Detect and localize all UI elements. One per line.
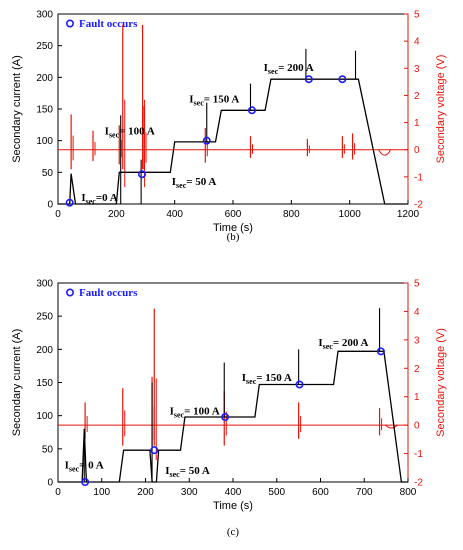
y2-tick-label: -2 bbox=[414, 200, 423, 211]
x-tick-label: 600 bbox=[312, 487, 329, 498]
step-annotation: Isec= 150 A bbox=[189, 94, 239, 108]
y2-tick-label: -2 bbox=[414, 478, 423, 489]
y-tick-label: 150 bbox=[36, 105, 53, 116]
x-axis-title: Time (s) bbox=[213, 500, 253, 512]
x-tick-label: 700 bbox=[356, 487, 373, 498]
legend-label: Fault occurs bbox=[79, 18, 138, 30]
y-tick-label: 0 bbox=[47, 200, 53, 211]
y-tick-label: 50 bbox=[42, 168, 54, 179]
y-tick-label: 250 bbox=[36, 312, 53, 323]
y-tick-label: 50 bbox=[42, 444, 54, 455]
y-tick-label: 100 bbox=[36, 136, 53, 147]
x-axis-title: Time (s) bbox=[213, 222, 253, 234]
y2-tick-label: 0 bbox=[414, 421, 420, 432]
y2-tick-label: 5 bbox=[414, 10, 420, 21]
y2-tick-label: -1 bbox=[414, 449, 423, 460]
y-tick-label: 0 bbox=[47, 478, 53, 489]
y-tick-label: 250 bbox=[36, 41, 53, 52]
voltage-dip bbox=[378, 149, 392, 156]
x-tick-label: 200 bbox=[137, 487, 154, 498]
fault-marker bbox=[65, 198, 74, 207]
figure-caption: (c) bbox=[227, 526, 240, 538]
voltage-dip bbox=[385, 424, 398, 429]
fault-marker bbox=[295, 380, 304, 389]
fault-marker bbox=[221, 412, 230, 421]
y2-tick-label: 3 bbox=[414, 64, 420, 75]
legend-label: Fault occurs bbox=[79, 287, 138, 299]
plot-frame bbox=[57, 282, 409, 483]
y-tick-label: 200 bbox=[36, 73, 53, 84]
y-tick-label: 200 bbox=[36, 345, 53, 356]
x-tick-label: 500 bbox=[268, 487, 285, 498]
y2-tick-label: 1 bbox=[414, 392, 420, 403]
fault-marker bbox=[247, 106, 256, 115]
legend-marker bbox=[66, 288, 75, 297]
y2-tick-label: 2 bbox=[414, 91, 420, 102]
fault-marker bbox=[338, 75, 347, 84]
y2-tick-label: 0 bbox=[414, 145, 420, 156]
chart-b: 0 200 400 600 800 1000 1200050100150200250300-… bbox=[11, 10, 447, 244]
step-annotation: Isec= 50 A bbox=[165, 465, 210, 479]
step-annotation: Isec= 100 A bbox=[105, 125, 155, 139]
y2-tick-label: -1 bbox=[414, 172, 423, 183]
y2-axis-title: Secondary voltage (V) bbox=[435, 55, 447, 164]
step-annotation: Isec= 150 A bbox=[242, 372, 292, 386]
x-tick-label: 600 bbox=[225, 209, 242, 220]
current-series-line bbox=[58, 78, 408, 205]
fault-marker bbox=[81, 477, 90, 486]
y2-axis-title: Secondary voltage (V) bbox=[435, 328, 447, 437]
fault-marker bbox=[150, 446, 159, 455]
y2-tick-label: 2 bbox=[414, 364, 420, 375]
x-tick-label: 100 bbox=[93, 487, 110, 498]
x-tick-label: 400 bbox=[225, 487, 242, 498]
x-tick-label: 400 bbox=[166, 209, 183, 220]
x-tick-label: 0 bbox=[55, 209, 61, 220]
y-axis-title: Secondary current (A) bbox=[11, 55, 23, 163]
step-annotation: Isec= 50 A bbox=[172, 176, 217, 190]
y2-tick-label: 4 bbox=[414, 307, 420, 318]
y-axis-title: Secondary current (A) bbox=[11, 329, 23, 437]
x-tick-label: 0 bbox=[55, 487, 61, 498]
current-series-line bbox=[58, 350, 408, 483]
chart-c: 0 100 200 300 400 500 600 700 800050100150200250… bbox=[11, 279, 447, 539]
x-tick-label: 800 bbox=[400, 487, 417, 498]
fault-marker bbox=[376, 347, 385, 356]
fault-marker bbox=[202, 136, 211, 145]
y2-tick-label: 5 bbox=[414, 279, 420, 290]
x-tick-label: 300 bbox=[181, 487, 198, 498]
figure-caption: (b) bbox=[227, 231, 240, 243]
plot-frame bbox=[57, 13, 409, 205]
y2-tick-label: 1 bbox=[414, 118, 420, 129]
legend-marker bbox=[66, 19, 75, 28]
step-annotation: Isec= 200 A bbox=[264, 62, 314, 76]
y-tick-label: 300 bbox=[36, 10, 53, 21]
step-annotation: Isec= 200 A bbox=[318, 337, 368, 351]
x-tick-label: 800 bbox=[283, 209, 300, 220]
step-annotation: Isec=0 A bbox=[81, 192, 117, 206]
fault-marker bbox=[304, 75, 313, 84]
y-tick-label: 300 bbox=[36, 279, 53, 290]
step-annotation: Isec= 0 A bbox=[65, 460, 104, 474]
x-tick-label: 1000 bbox=[339, 209, 362, 220]
x-tick-label: 200 bbox=[108, 209, 125, 220]
step-annotation: Isec= 100 A bbox=[170, 405, 220, 419]
fault-marker bbox=[138, 170, 147, 179]
y2-tick-label: 4 bbox=[414, 37, 420, 48]
y-tick-label: 100 bbox=[36, 411, 53, 422]
y2-tick-label: 3 bbox=[414, 335, 420, 346]
x-tick-label: 1200 bbox=[397, 209, 420, 220]
y-tick-label: 150 bbox=[36, 378, 53, 389]
